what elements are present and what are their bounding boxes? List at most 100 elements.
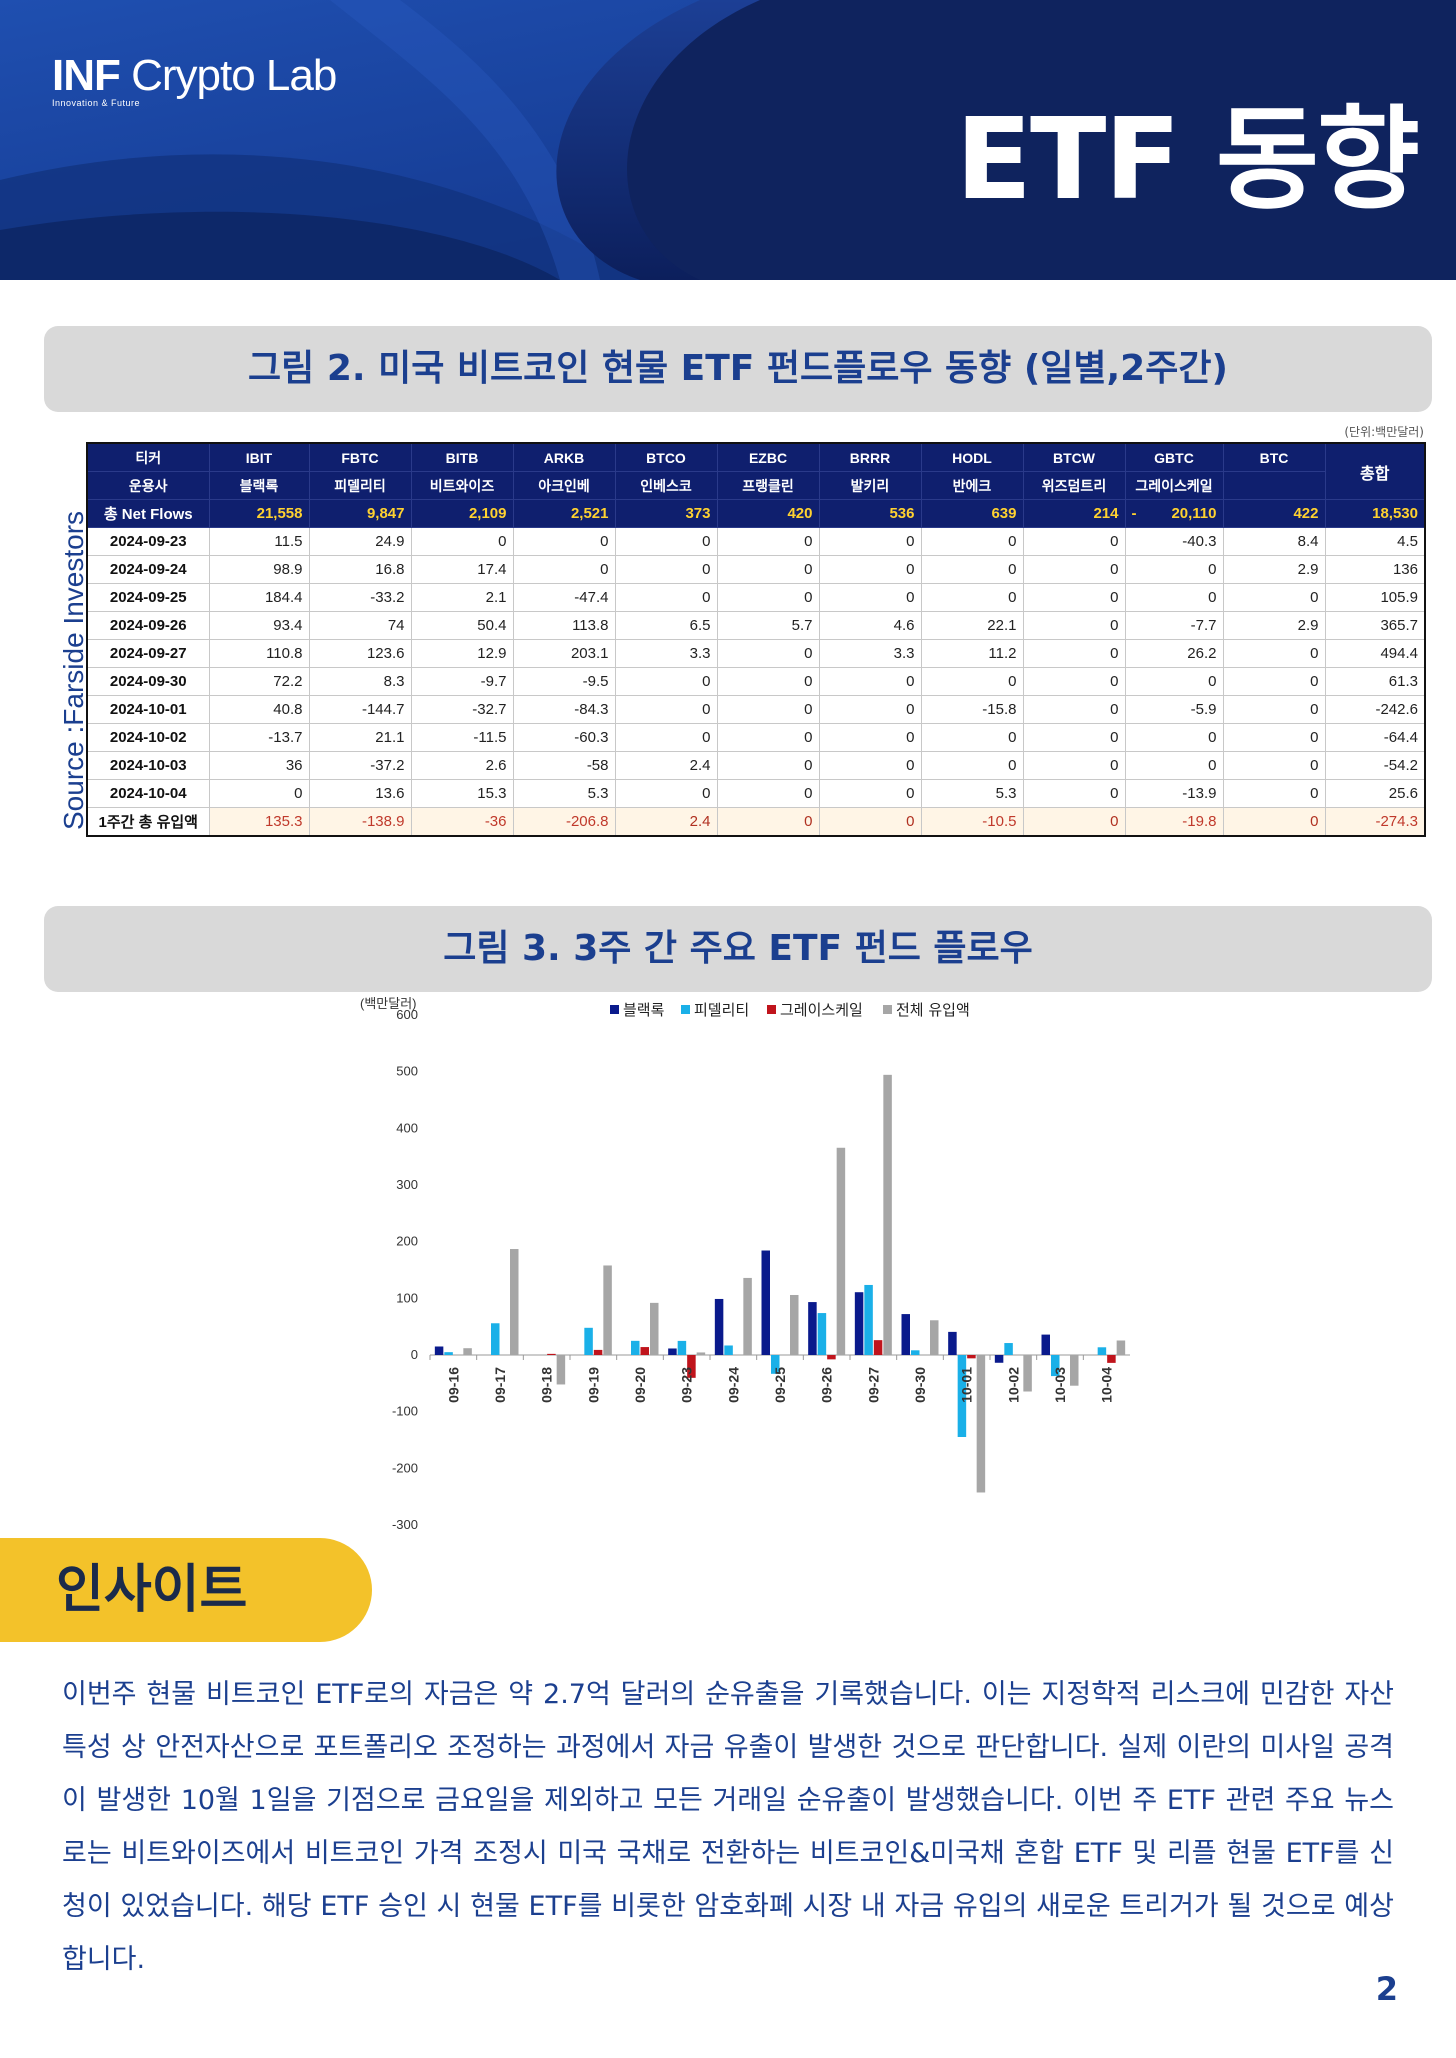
insight-tag: 인사이트	[0, 1538, 372, 1642]
row-value-cell: 0	[614, 723, 718, 752]
row-value-cell: 0	[920, 583, 1024, 612]
net-flow-cell: 422	[1222, 499, 1326, 528]
week-total-cell: 2.4	[614, 807, 718, 837]
bar-피델리티-09-17	[491, 1323, 500, 1355]
ticker-cell: ARKB	[512, 442, 616, 472]
net-flows-row: 총 Net Flows 21,558 9,847 2,109 2,521 373 420 53…	[86, 499, 1426, 528]
row-value-cell: 0	[1022, 751, 1126, 780]
row-value-cell: -15.8	[920, 695, 1024, 724]
bar-그레이스케일-09-23	[687, 1355, 696, 1378]
row-value-cell: 40.8	[208, 695, 310, 724]
bar-블랙록-09-30	[901, 1314, 910, 1355]
row-value-cell: 98.9	[208, 555, 310, 584]
x-tick-label: 09-27	[865, 1367, 881, 1403]
bar-전체 유입액-09-30	[930, 1320, 939, 1355]
row-value-cell: 110.8	[208, 639, 310, 668]
row-value-cell: 0	[1022, 723, 1126, 752]
row-value-cell: 16.8	[308, 555, 412, 584]
bar-피델리티-09-25	[771, 1355, 780, 1374]
row-value-cell: 0	[512, 527, 616, 556]
week-total-cell: 0	[818, 807, 922, 837]
row-value-cell: -58	[512, 751, 616, 780]
net-flow-dash: -	[1131, 505, 1137, 522]
net-flows-label-cell: 총 Net Flows	[86, 499, 210, 528]
row-date-cell: 2024-09-23	[86, 527, 210, 556]
row-value-cell: -5.9	[1124, 695, 1224, 724]
bar-전체 유입액-09-26	[836, 1147, 846, 1355]
manager-label-cell: 운용사	[86, 471, 210, 500]
row-value-cell: 0	[1222, 695, 1326, 724]
ticker-cell: BITB	[410, 442, 514, 472]
row-value-cell: -7.7	[1124, 611, 1224, 640]
page-title: ETF 동향	[955, 95, 1420, 225]
manager-cell: 발키리	[818, 471, 922, 500]
row-value-cell: 4.6	[818, 611, 922, 640]
x-tick-label: 09-23	[679, 1367, 695, 1403]
row-value-cell: 0	[1222, 583, 1326, 612]
row-value-cell: 2.4	[614, 751, 718, 780]
row-value-cell: 0	[818, 779, 922, 808]
row-value-cell: 0	[920, 723, 1024, 752]
legend-label: 피델리티	[694, 1001, 749, 1019]
bar-피델리티-10-02	[1004, 1343, 1013, 1355]
row-value-cell: -9.7	[410, 667, 514, 696]
bar-블랙록-09-24	[714, 1298, 724, 1355]
row-value-cell: -32.7	[410, 695, 514, 724]
bar-피델리티-09-26	[817, 1313, 827, 1355]
week-total-cell: 0	[1022, 807, 1126, 837]
ticker-cell: BTC	[1222, 442, 1326, 472]
header-banner: INF Crypto Lab Innovation & Future ETF 동…	[0, 0, 1456, 280]
y-tick-label: 400	[396, 1120, 418, 1135]
x-tick-label: 10-03	[1052, 1367, 1068, 1403]
bar-전체 유입액-09-19	[603, 1265, 612, 1355]
week-total-cell: -10.5	[920, 807, 1024, 837]
row-value-cell: 24.9	[308, 527, 412, 556]
ticker-label-cell: 티커	[86, 442, 210, 472]
row-value-cell: 6.5	[614, 611, 718, 640]
total-header-cell: 총합	[1324, 442, 1426, 500]
x-tick-label: 10-04	[1099, 1367, 1115, 1403]
bar-피델리티-09-30	[911, 1350, 920, 1355]
row-value-cell: 0	[1022, 639, 1126, 668]
row-value-cell: 0	[1124, 583, 1224, 612]
row-value-cell: 0	[1222, 751, 1326, 780]
net-flow-cell: 536	[818, 499, 922, 528]
row-value-cell: 5.3	[512, 779, 616, 808]
figure2-caption: 그림 2. 미국 비트코인 현물 ETF 펀드플로우 동향 (일별,2주간)	[248, 348, 1228, 389]
bar-그레이스케일-09-26	[827, 1355, 836, 1360]
bar-블랙록-09-23	[668, 1348, 677, 1355]
row-value-cell: 17.4	[410, 555, 514, 584]
row-value-cell: 0	[1222, 779, 1326, 808]
row-value-cell: 0	[716, 527, 820, 556]
row-date-cell: 2024-10-02	[86, 723, 210, 752]
net-flow-cell: 639	[920, 499, 1024, 528]
table-row: 2024-09-26 93.4 74 50.4 113.8 6.5 5.7 4.6 22.1 0-…	[86, 611, 1426, 640]
row-value-cell: 0	[818, 527, 922, 556]
row-date-cell: 2024-09-26	[86, 611, 210, 640]
bar-그레이스케일-09-19	[593, 1349, 603, 1355]
row-value-cell: 0	[716, 583, 820, 612]
row-value-cell: 0	[1124, 667, 1224, 696]
row-value-cell: 15.3	[410, 779, 514, 808]
manager-cell: 반에크	[920, 471, 1024, 500]
logo-cryptolab-text: Crypto Lab	[119, 51, 337, 100]
ticker-cell: GBTC	[1124, 442, 1224, 472]
row-value-cell: 0	[716, 779, 820, 808]
row-value-cell: 25.6	[1324, 779, 1426, 808]
legend-label: 블랙록	[623, 1001, 665, 1019]
row-value-cell: 12.9	[410, 639, 514, 668]
row-value-cell: 61.3	[1324, 667, 1426, 696]
y-tick-label: 100	[396, 1290, 418, 1305]
x-tick-label: 09-19	[585, 1367, 601, 1403]
table-row: 2024-09-27 110.8 123.6 12.9 203.1 3.3 0 3.3 11.2…	[86, 639, 1426, 668]
x-tick-label: 09-26	[819, 1367, 835, 1403]
row-value-cell: -84.3	[512, 695, 616, 724]
manager-cell: 피델리티	[308, 471, 412, 500]
row-value-cell: 0	[410, 527, 514, 556]
week-total-cell: -19.8	[1124, 807, 1224, 837]
x-tick-label: 09-16	[445, 1367, 461, 1403]
row-value-cell: 113.8	[512, 611, 616, 640]
bar-전체 유입액-09-20	[650, 1302, 659, 1355]
row-value-cell: 50.4	[410, 611, 514, 640]
row-value-cell: 26.2	[1124, 639, 1224, 668]
